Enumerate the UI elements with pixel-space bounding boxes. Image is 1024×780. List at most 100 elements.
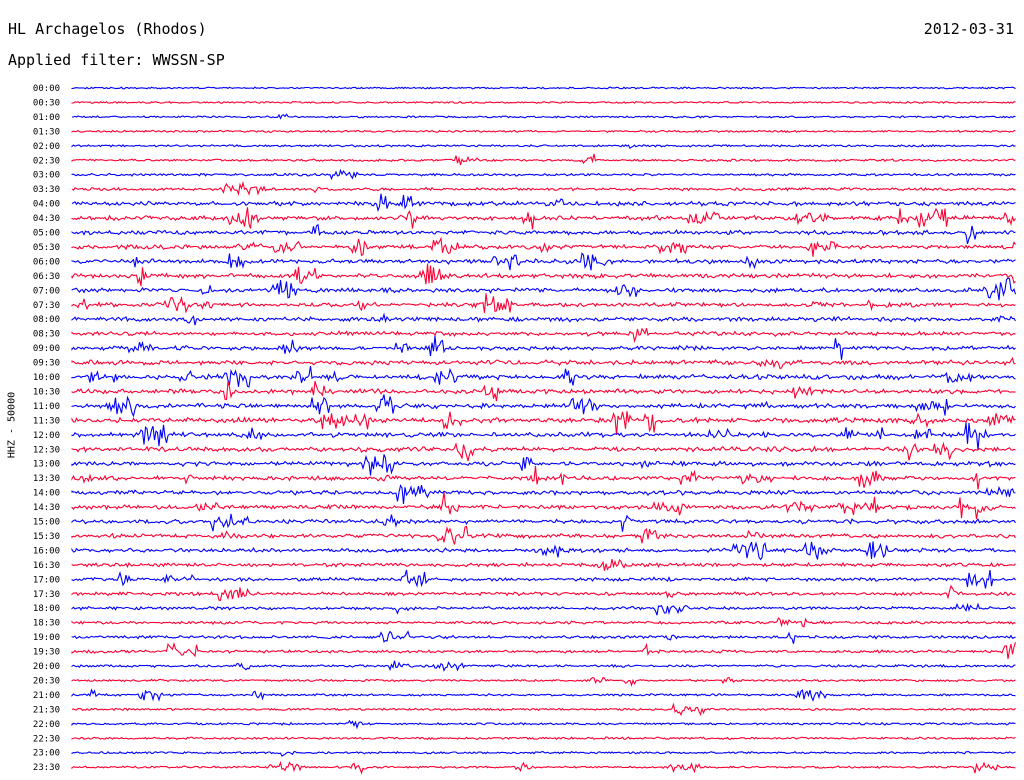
trace-row xyxy=(71,491,1016,520)
time-label: 00:00 xyxy=(33,84,60,94)
time-label: 16:00 xyxy=(33,546,60,556)
station-title: HL Archagelos (Rhodos) xyxy=(8,20,207,38)
trace-row xyxy=(71,676,1016,688)
time-label: 02:30 xyxy=(33,156,60,166)
trace-row xyxy=(71,660,1016,673)
time-label: 10:00 xyxy=(33,373,60,383)
time-label: 20:30 xyxy=(33,676,60,686)
trace-row xyxy=(71,129,1016,134)
trace-row xyxy=(71,356,1016,370)
time-label: 19:30 xyxy=(33,648,60,658)
time-label: 09:00 xyxy=(33,344,60,354)
trace-row xyxy=(71,569,1016,589)
trace-row xyxy=(71,484,1016,505)
time-label: 11:30 xyxy=(33,416,60,426)
time-label: 23:00 xyxy=(33,749,60,759)
date-label: 2012-03-31 xyxy=(923,20,1014,38)
time-label: 13:00 xyxy=(33,460,60,470)
time-label: 22:00 xyxy=(33,720,60,730)
trace-row xyxy=(71,100,1016,104)
time-label: 08:30 xyxy=(33,330,60,340)
trace-row xyxy=(71,327,1016,344)
trace-row xyxy=(71,466,1016,490)
time-label: 12:00 xyxy=(33,431,60,441)
time-label: 10:30 xyxy=(33,387,60,397)
time-label: 15:30 xyxy=(33,532,60,542)
trace-row xyxy=(71,207,1016,230)
trace-row xyxy=(71,454,1016,476)
filter-label: Applied filter: WWSSN-SP xyxy=(8,51,225,69)
trace-row xyxy=(71,277,1017,301)
time-label: 21:30 xyxy=(33,705,60,715)
time-label: 03:30 xyxy=(33,185,60,195)
time-label: 04:00 xyxy=(33,200,60,210)
trace-row xyxy=(71,236,1016,257)
time-label: 08:00 xyxy=(33,315,60,325)
trace-row xyxy=(71,630,1016,644)
time-label: 15:00 xyxy=(33,518,60,528)
trace-row xyxy=(71,584,1016,602)
trace-row xyxy=(71,719,1016,730)
time-label: 18:30 xyxy=(33,619,60,629)
trace-row xyxy=(71,263,1016,287)
trace-row xyxy=(71,223,1016,245)
trace-row xyxy=(71,252,1016,271)
time-label: 18:00 xyxy=(33,604,60,614)
trace-row xyxy=(71,736,1016,741)
time-label: 04:30 xyxy=(33,214,60,224)
trace-row xyxy=(71,617,1016,628)
time-label: 01:00 xyxy=(33,113,60,123)
time-label: 05:30 xyxy=(33,243,60,253)
time-label: 03:00 xyxy=(33,171,60,181)
trace-row xyxy=(71,193,1016,213)
trace-row xyxy=(71,641,1017,659)
time-label: 23:30 xyxy=(33,763,60,773)
trace-row xyxy=(71,411,1016,436)
trace-row xyxy=(71,168,1016,181)
time-label: 16:30 xyxy=(33,561,60,571)
trace-row xyxy=(71,750,1016,757)
time-label: 06:30 xyxy=(33,272,60,282)
time-label: 13:30 xyxy=(33,474,60,484)
time-label: 06:00 xyxy=(33,257,60,267)
seismic-traces xyxy=(71,86,1017,775)
trace-row xyxy=(71,702,1016,717)
time-labels: 00:00 00:30 01:00 01:30 02:00 02:30 03:00 03:30… xyxy=(33,84,60,773)
trace-row xyxy=(71,153,1016,166)
trace-row xyxy=(71,293,1016,314)
trace-row xyxy=(71,513,1016,532)
time-label: 20:00 xyxy=(33,662,60,672)
time-label: 05:00 xyxy=(33,229,60,239)
trace-row xyxy=(71,143,1016,150)
time-label: 00:30 xyxy=(33,98,60,108)
trace-row xyxy=(71,366,1016,388)
trace-row xyxy=(71,760,1016,775)
trace-row xyxy=(71,688,1016,702)
trace-row xyxy=(71,86,1016,90)
time-label: 21:00 xyxy=(33,691,60,701)
time-label: 22:30 xyxy=(33,734,60,744)
trace-row xyxy=(71,312,1016,326)
trace-row xyxy=(71,336,1016,360)
time-label: 17:00 xyxy=(33,575,60,585)
trace-row xyxy=(71,180,1016,197)
time-label: 07:30 xyxy=(33,301,60,311)
trace-row xyxy=(71,422,1016,451)
time-label: 07:00 xyxy=(33,286,60,296)
time-label: 19:00 xyxy=(33,633,60,643)
time-label: 12:30 xyxy=(33,445,60,455)
trace-row xyxy=(71,441,1016,461)
time-label: 01:30 xyxy=(33,127,60,137)
trace-row xyxy=(71,541,1016,561)
time-label: 09:30 xyxy=(33,359,60,369)
trace-row xyxy=(71,381,1016,402)
time-label: 17:30 xyxy=(33,590,60,600)
time-label: 11:00 xyxy=(33,402,60,412)
time-label: 14:30 xyxy=(33,503,60,513)
trace-row xyxy=(71,113,1016,120)
trace-row xyxy=(71,525,1016,545)
time-label: 14:00 xyxy=(33,489,60,499)
trace-row xyxy=(71,602,1016,616)
time-label: 02:00 xyxy=(33,142,60,152)
